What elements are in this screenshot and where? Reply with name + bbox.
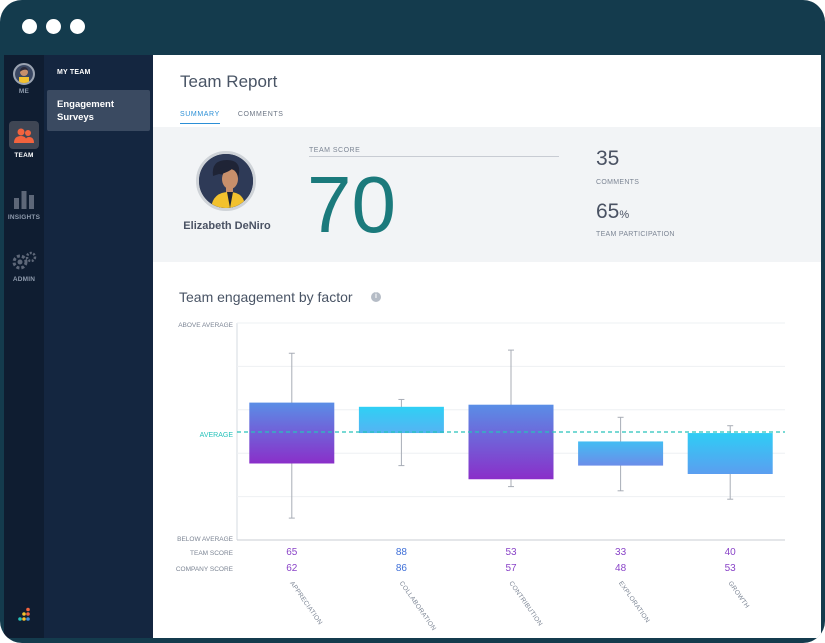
- category-label: COLLABORATION: [398, 580, 437, 632]
- y-label-average: AVERAGE: [200, 432, 234, 439]
- company-score-value: 53: [725, 563, 737, 574]
- team-score-value: 70: [307, 160, 396, 249]
- box-collaboration: [358, 406, 444, 434]
- person-name: Elizabeth DeNiro: [183, 220, 271, 232]
- rail-item-team[interactable]: TEAM: [4, 121, 44, 159]
- rail-item-me[interactable]: ME: [4, 63, 44, 95]
- team-score-value: 88: [396, 547, 408, 558]
- rail-label-team: TEAM: [14, 152, 34, 159]
- row-label-company-score: COMPANY SCORE: [176, 566, 234, 573]
- summary-panel: Elizabeth DeNiro TEAM SCORE 70 35 COMMEN…: [153, 127, 821, 262]
- rail-label-admin: ADMIN: [12, 276, 36, 283]
- window-dot-icon[interactable]: [70, 19, 85, 34]
- comments-count: 35: [596, 147, 620, 170]
- rail-item-admin[interactable]: ADMIN: [4, 251, 44, 283]
- info-icon[interactable]: i: [371, 292, 381, 302]
- category-label: APPRECIATION: [288, 580, 323, 626]
- window-dot-icon[interactable]: [22, 19, 37, 34]
- company-score-value: 57: [505, 563, 517, 574]
- person-avatar: [196, 151, 256, 211]
- rail-item-insights[interactable]: INSIGHTS: [4, 189, 44, 221]
- chart-marks: 65 62 APPRECIATION 88 86 COLLABORATION 53 57 CON…: [237, 349, 785, 632]
- window-controls: [22, 19, 85, 34]
- y-label-below-average: BELOW AVERAGE: [177, 536, 234, 543]
- app-logo-icon: [18, 607, 32, 627]
- section-title: Team engagement by factor: [179, 289, 353, 305]
- engagement-box-chart: ABOVE AVERAGE AVERAGE BELOW AVERAGE TEAM…: [176, 322, 785, 632]
- category-label: EXPLORATION: [617, 580, 651, 624]
- category-label: CONTRIBUTION: [507, 580, 543, 627]
- participation-number: 65: [596, 200, 620, 223]
- rail-label-insights: INSIGHTS: [7, 214, 41, 221]
- box-growth: [687, 433, 773, 474]
- tab-comments[interactable]: COMMENTS: [237, 111, 284, 118]
- participation-unit: %: [619, 209, 630, 221]
- tab-summary[interactable]: SUMMARY: [180, 111, 220, 124]
- row-label-team-score: TEAM SCORE: [190, 550, 234, 557]
- avatar-icon: [13, 63, 35, 85]
- company-score-value: 48: [615, 563, 627, 574]
- bar-chart-icon: [14, 191, 34, 209]
- subnav-title: MY TEAM: [57, 69, 91, 76]
- rail-label-me: ME: [18, 88, 30, 95]
- team-score-value: 65: [286, 547, 298, 558]
- team-score-label: TEAM SCORE: [309, 147, 559, 157]
- comments-label: COMMENTS: [596, 179, 640, 186]
- gear-icon: [12, 251, 37, 270]
- participation-value: 65%: [596, 200, 629, 224]
- team-score-value: 53: [505, 547, 517, 558]
- page-title: Team Report: [180, 72, 278, 91]
- company-score-value: 86: [396, 563, 408, 574]
- box-contribution: [468, 404, 554, 480]
- team-score-value: 33: [615, 547, 627, 558]
- app-area: ME TEAM INSIGHTS ADMIN: [4, 55, 821, 638]
- y-label-above-average: ABOVE AVERAGE: [178, 322, 233, 329]
- team-icon: [9, 121, 39, 149]
- icon-rail: ME TEAM INSIGHTS ADMIN: [4, 55, 44, 638]
- subnav-item-engagement-surveys[interactable]: Engagement Surveys: [47, 90, 150, 131]
- main-content: Team Report SUMMARY COMMENTS: [153, 55, 821, 638]
- window-dot-icon[interactable]: [46, 19, 61, 34]
- participation-label: TEAM PARTICIPATION: [596, 231, 675, 238]
- sub-navigation: MY TEAM Engagement Surveys: [44, 55, 153, 638]
- company-score-value: 62: [286, 563, 298, 574]
- box-appreciation: [249, 402, 335, 464]
- box-exploration: [578, 441, 664, 466]
- category-label: GROWTH: [727, 580, 751, 610]
- tab-bar: SUMMARY COMMENTS: [180, 111, 284, 124]
- team-score-value: 40: [725, 547, 737, 558]
